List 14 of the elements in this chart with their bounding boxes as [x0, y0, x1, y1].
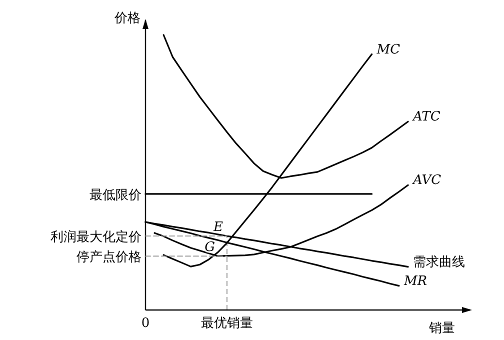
series-label: 需求曲线	[413, 254, 465, 270]
series-label: ATC	[412, 110, 440, 125]
annotation: G	[204, 240, 215, 256]
series-label: MC	[376, 42, 400, 58]
y-axis-title: 价格	[114, 11, 140, 26]
series-label: AVC	[412, 173, 442, 188]
x-tick-label: 0	[141, 316, 150, 331]
series-label: 最低限价	[90, 188, 142, 203]
series-label: 利润最大化定价	[50, 230, 142, 246]
series-label: MR	[402, 274, 428, 289]
series-label: 停产点价格	[76, 250, 142, 266]
x-tick-label: 最优销量	[200, 316, 253, 331]
annotation: E	[212, 220, 224, 236]
x-axis-title: 销量	[428, 321, 455, 336]
